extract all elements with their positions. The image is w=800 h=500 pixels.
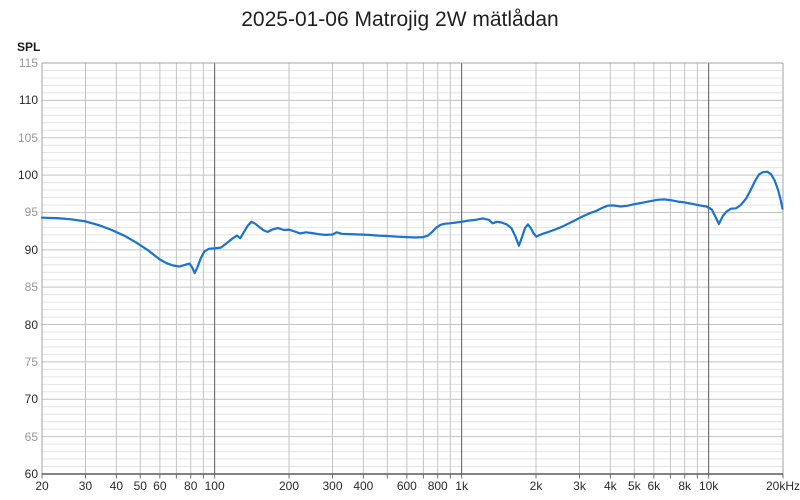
y-tick-label: 85 bbox=[24, 280, 38, 295]
x-tick-label: 3k bbox=[573, 479, 586, 493]
x-tick-label: 6k bbox=[647, 479, 661, 493]
x-tick-label: 10k bbox=[698, 479, 719, 493]
x-tick-label: 300 bbox=[322, 479, 343, 493]
x-tick-label: 600 bbox=[396, 479, 417, 493]
x-tick-label: 4k bbox=[604, 479, 617, 493]
x-tick-label: 20kHz bbox=[765, 479, 800, 493]
x-tick-label: 60 bbox=[153, 479, 167, 493]
y-tick-label: 60 bbox=[24, 467, 38, 481]
x-tick-label: 20 bbox=[35, 479, 49, 493]
y-tick-label: 80 bbox=[24, 317, 38, 332]
y-tick-label: 110 bbox=[18, 93, 38, 108]
x-tick-label: 5k bbox=[627, 479, 641, 493]
y-tick-label: 75 bbox=[24, 354, 38, 369]
x-tick-label: 2k bbox=[529, 479, 543, 493]
y-tick-label: 105 bbox=[17, 130, 38, 145]
y-tick-label: 95 bbox=[24, 205, 38, 220]
x-tick-label: 30 bbox=[78, 479, 93, 493]
chart-title: 2025-01-06 Matrojig 2W mätlådan bbox=[241, 8, 559, 31]
x-tick-label: 8k bbox=[678, 479, 692, 493]
y-tick-label: 70 bbox=[24, 392, 38, 407]
y-tick-label: 90 bbox=[24, 242, 38, 257]
y-tick-label: 115 bbox=[18, 56, 38, 70]
x-tick-label: 50 bbox=[133, 479, 147, 493]
x-tick-label: 1k bbox=[455, 479, 468, 493]
y-axis-title: SPL bbox=[17, 40, 41, 54]
y-tick-label: 65 bbox=[24, 429, 38, 444]
spl-response-curve bbox=[40, 170, 784, 275]
x-tick-label: 800 bbox=[427, 479, 448, 493]
x-tick-label: 40 bbox=[109, 479, 124, 493]
y-tick-label: 100 bbox=[17, 168, 38, 183]
x-tick-label: 80 bbox=[184, 479, 198, 493]
x-tick-label: 400 bbox=[353, 479, 374, 493]
x-tick-label: 100 bbox=[204, 479, 225, 493]
x-tick-label: 200 bbox=[278, 479, 300, 493]
